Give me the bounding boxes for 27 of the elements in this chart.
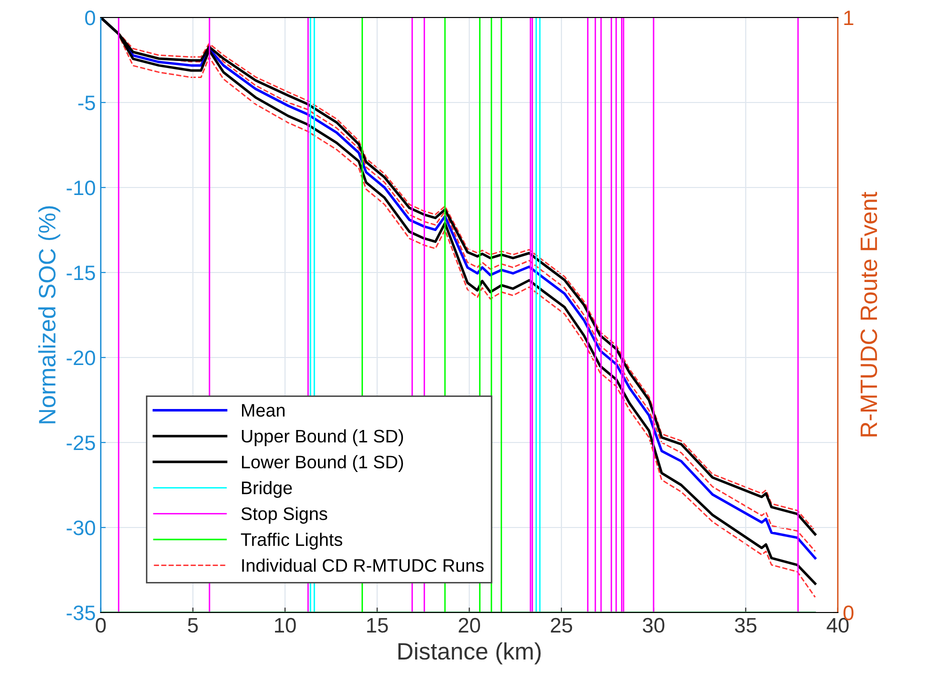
legend-label: Upper Bound (1 SD) xyxy=(242,429,403,446)
legend-label: Stop Signs xyxy=(241,506,328,524)
y-tick-label: -15 xyxy=(66,266,96,280)
y-tick-label: -20 xyxy=(66,350,96,366)
x-axis-title: Distance (km) xyxy=(398,642,541,664)
x-tick-label: 25 xyxy=(550,618,572,633)
x-tick-label: 30 xyxy=(642,618,664,633)
legend-label: Traffic Lights xyxy=(240,532,342,550)
y-tick-label: -30 xyxy=(66,520,96,536)
x-tick-label: 15 xyxy=(367,618,388,633)
x-tick-label: 20 xyxy=(458,618,480,633)
y2-tick-label: 1 xyxy=(844,10,854,26)
y2-axis-title: R-MTUDC Route Event xyxy=(860,192,878,436)
legend-label: Individual CD R-MTUDC Runs xyxy=(242,558,484,572)
y-tick-label: -25 xyxy=(66,436,96,450)
y-tick-label: -10 xyxy=(66,180,96,196)
y-tick-label: -35 xyxy=(66,606,96,620)
y-tick-label: -5 xyxy=(78,96,96,110)
x-tick-label: 35 xyxy=(734,618,756,633)
x-tick-label: 5 xyxy=(188,618,198,633)
legend-label: Bridge xyxy=(242,481,292,498)
x-tick-label: 0 xyxy=(96,618,106,633)
y-axis-title: Normalized SOC (%) xyxy=(38,206,60,424)
x-tick-label: 10 xyxy=(275,618,296,633)
legend-label: Mean xyxy=(242,404,285,417)
legend-label: Lower Bound (1 SD) xyxy=(242,455,403,472)
y-tick-label: 0 xyxy=(85,10,96,26)
